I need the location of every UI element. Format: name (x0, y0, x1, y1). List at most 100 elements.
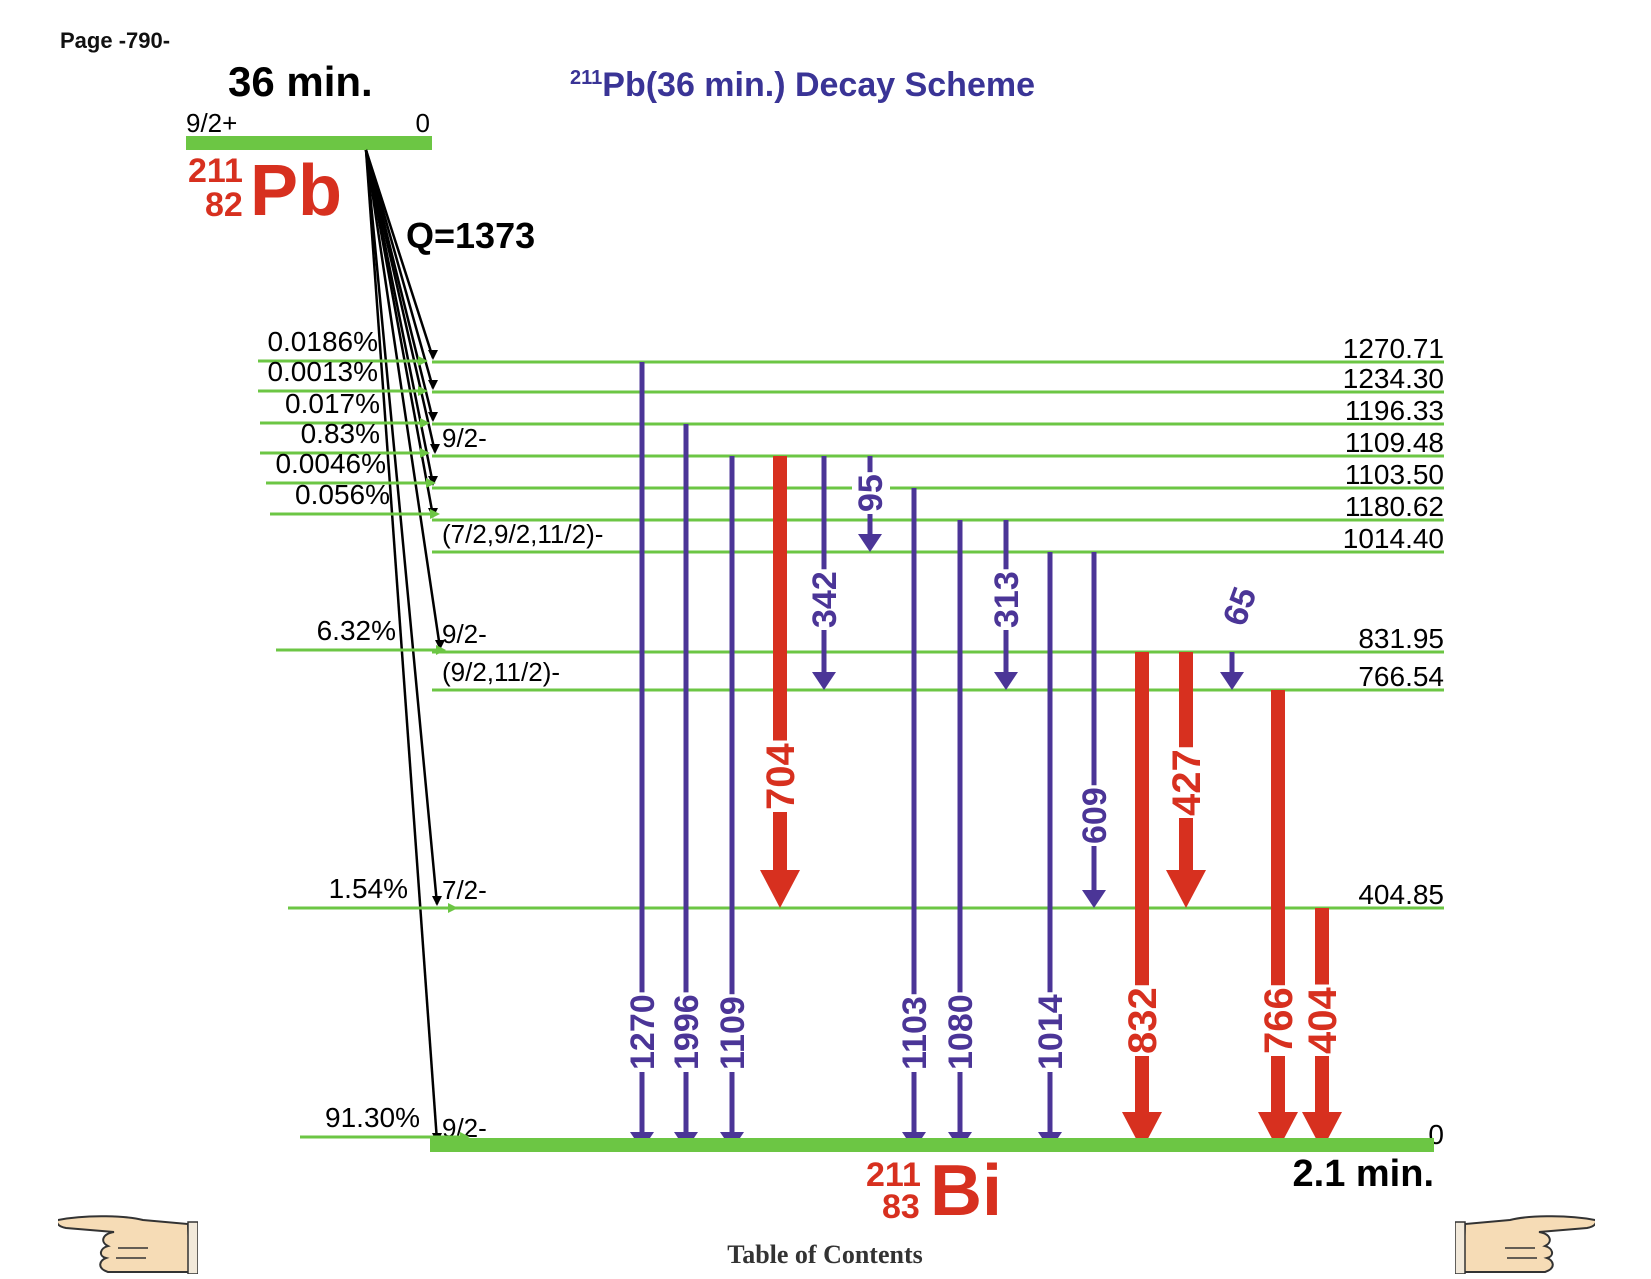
beta-branch-arrowhead (432, 896, 442, 906)
parent-nuclide-label: 211 82 Pb (188, 151, 342, 231)
previous-page-button[interactable] (56, 1212, 199, 1275)
beta-branch-line (364, 149, 435, 359)
beta-branch-arrowhead (428, 412, 438, 422)
gamma-label-background (1215, 580, 1266, 633)
level-energy-label: 831.95 (1358, 623, 1444, 654)
next-page-button[interactable] (1454, 1212, 1597, 1275)
gamma-label-background (1165, 747, 1209, 818)
gamma-energy-label: 704 (759, 743, 803, 810)
parent-level-bar (186, 136, 432, 150)
gamma-energy-label: 766 (1257, 987, 1301, 1054)
gamma-energy-label: 404 (1301, 987, 1345, 1054)
gamma-label-background (988, 569, 1026, 630)
level-spin-label: (7/2,9/2,11/2)- (442, 519, 603, 549)
gamma-energy-label: 1014 (1032, 994, 1070, 1070)
energy-level: 1234.30 0.0013% (258, 356, 1444, 396)
feed-indicator-arrowhead (420, 418, 430, 428)
gamma-label-background (1076, 785, 1114, 846)
beta-feeding-percent: 1.54% (329, 873, 408, 904)
gamma-transition: 766 (1257, 690, 1301, 1150)
daughter-half-life: 2.1 min. (1293, 1153, 1435, 1195)
gamma-transition: 704 (759, 456, 803, 908)
beta-feeding-percent: 0.056% (295, 479, 390, 510)
level-spin-label: 9/2- (442, 423, 487, 453)
daughter-atomic-number: 83 (882, 1188, 920, 1226)
gamma-arrow-shaft (1091, 552, 1097, 890)
pointing-hand-right-icon (1454, 1215, 1597, 1275)
gamma-energy-label: 1109 (714, 996, 752, 1070)
gamma-arrow-shaft (1229, 652, 1235, 672)
gamma-energy-label: 832 (1121, 987, 1165, 1054)
energy-level: 1196.33 0.017% (260, 388, 1444, 428)
beta-branch-line (364, 149, 439, 1142)
beta-branch-line (364, 149, 435, 389)
gamma-energy-label: 342 (806, 571, 844, 628)
daughter-mass-number: 211 (866, 1156, 921, 1194)
gamma-label-background (624, 992, 662, 1072)
feed-indicator-arrowhead (418, 386, 428, 396)
gamma-transition: 1109 (714, 456, 752, 1150)
energy-level: 1109.48 9/2- 0.83% (260, 418, 1444, 458)
daughter-nuclide-label: 211 83 Bi (866, 1151, 1002, 1231)
beta-feeding-percent: 0.017% (285, 388, 380, 419)
beta-branch-arrowhead (428, 380, 438, 390)
gamma-label-background (1301, 984, 1345, 1056)
feed-indicator-arrowhead (420, 448, 430, 458)
gamma-label-background (759, 740, 803, 812)
daughter-symbol: Bi (930, 1151, 1002, 1231)
gamma-label-background (806, 569, 844, 630)
feed-indicator-arrowhead (418, 356, 428, 366)
title-main-text: Pb(36 min.) Decay Scheme (602, 66, 1035, 104)
level-energy-label: 404.85 (1358, 879, 1444, 910)
gamma-arrowhead (1166, 870, 1206, 908)
gamma-energy-label: 609 (1076, 787, 1114, 844)
gamma-transition: 95 (852, 456, 890, 552)
feed-indicator-arrowhead (436, 645, 446, 655)
gamma-label-background (1121, 985, 1165, 1056)
gamma-arrow-shaft (639, 362, 645, 1132)
beta-feeding-percent: 0.0186% (267, 326, 378, 357)
daughter-ground-level-bar (430, 1138, 1434, 1152)
gamma-arrowhead (1122, 1112, 1162, 1150)
parent-atomic-number: 82 (205, 186, 243, 224)
feed-indicator-arrowhead (426, 478, 436, 488)
gamma-label-background (1032, 992, 1070, 1072)
q-value: Q=1373 (406, 215, 535, 256)
beta-feeding-percent: 0.0013% (267, 356, 378, 387)
level-energy-label: 1180.62 (1345, 491, 1444, 522)
beta-feeding-percent: 91.30% (325, 1102, 420, 1133)
gamma-transition: 1996 (668, 424, 706, 1150)
gamma-arrowhead (1082, 890, 1106, 908)
parent-spin: 9/2+ (186, 108, 237, 138)
gamma-transition: 1103 (896, 488, 934, 1150)
energy-level: 831.95 9/2- 6.32% (276, 615, 1444, 655)
beta-branches (364, 149, 445, 1143)
level-spin-label: (9/2,11/2)- (442, 657, 560, 687)
gamma-energy-label: 313 (988, 571, 1026, 628)
pointing-hand-left-icon (56, 1215, 199, 1275)
gamma-energy-label: 1270 (624, 994, 662, 1070)
gamma-transition: 1014 (1032, 552, 1070, 1150)
energy-level: 1103.50 0.0046% (266, 448, 1444, 490)
gamma-arrowhead (994, 672, 1018, 690)
parent-energy: 0 (416, 108, 430, 138)
gamma-transition: 609 (1076, 552, 1114, 908)
beta-branch-line (364, 149, 442, 649)
level-energy-label: 1270.71 (1343, 333, 1444, 364)
table-of-contents-link[interactable]: Table of Contents (727, 1240, 923, 1269)
level-energy-label: 1109.48 (1345, 427, 1444, 458)
gamma-arrow-shaft (729, 456, 735, 1132)
level-energy-label: 1014.40 (1343, 523, 1444, 554)
parent-symbol: Pb (250, 151, 342, 231)
gamma-arrow-shaft (821, 456, 827, 672)
beta-branch-arrowhead (428, 476, 438, 486)
gamma-arrowhead (858, 534, 882, 552)
gamma-transition: 832 (1121, 652, 1165, 1150)
beta-branch-line (364, 149, 437, 453)
energy-level: 1014.40 (7/2,9/2,11/2)- (432, 519, 1444, 554)
beta-branch-line (364, 149, 439, 905)
parent-mass-number: 211 (188, 152, 243, 190)
level-energy-label: 766.54 (1358, 661, 1444, 692)
energy-level: 766.54 (9/2,11/2)- (432, 657, 1444, 692)
